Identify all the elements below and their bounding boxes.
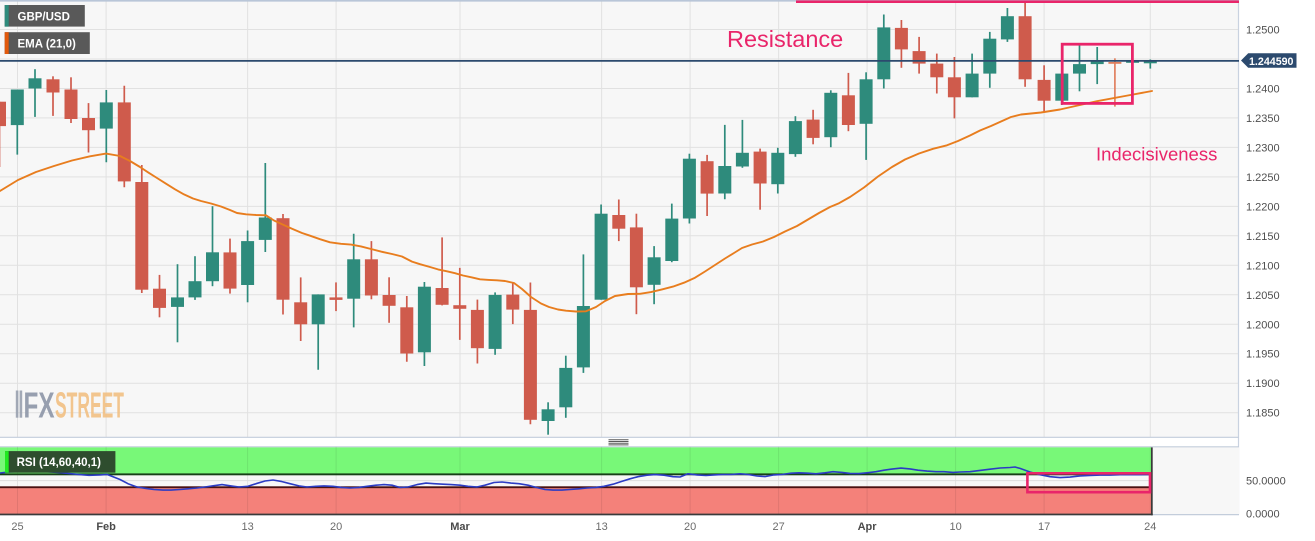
svg-text:24: 24	[1144, 521, 1156, 533]
svg-text:20: 20	[330, 521, 342, 533]
svg-text:20: 20	[684, 521, 696, 533]
svg-text:STREET: STREET	[55, 385, 124, 426]
svg-text:1.2100: 1.2100	[1246, 260, 1280, 272]
svg-text:1.1850: 1.1850	[1246, 408, 1280, 420]
svg-text:10: 10	[949, 521, 961, 533]
svg-text:1.2250: 1.2250	[1246, 172, 1280, 184]
svg-text:GBP/USD: GBP/USD	[18, 11, 70, 23]
svg-text:Feb: Feb	[96, 521, 116, 533]
svg-text:EMA (21,0): EMA (21,0)	[18, 39, 77, 51]
svg-text:1.2200: 1.2200	[1246, 201, 1280, 213]
svg-text:1.1950: 1.1950	[1246, 349, 1280, 361]
svg-text:13: 13	[241, 521, 253, 533]
svg-text:Indecisiveness: Indecisiveness	[1096, 144, 1217, 165]
svg-text:1.2400: 1.2400	[1246, 84, 1280, 96]
svg-text:RSI (14,60,40,1): RSI (14,60,40,1)	[17, 457, 102, 469]
svg-text:1.2350: 1.2350	[1246, 113, 1280, 125]
svg-text:FX: FX	[24, 385, 55, 426]
svg-text:1.244590: 1.244590	[1249, 56, 1294, 68]
svg-text:1.1900: 1.1900	[1246, 378, 1280, 390]
svg-text:0.0000: 0.0000	[1246, 509, 1280, 521]
svg-text:1.2500: 1.2500	[1246, 25, 1280, 37]
svg-text:1.2150: 1.2150	[1246, 231, 1280, 243]
svg-text:25: 25	[11, 521, 23, 533]
svg-text:1.2300: 1.2300	[1246, 142, 1280, 154]
svg-text:Apr: Apr	[858, 521, 878, 533]
svg-text:17: 17	[1038, 521, 1050, 533]
svg-text:Resistance: Resistance	[727, 26, 843, 52]
svg-text:50.0000: 50.0000	[1246, 476, 1286, 488]
svg-text:27: 27	[772, 521, 784, 533]
svg-text:1.2000: 1.2000	[1246, 319, 1280, 331]
svg-text:Mar: Mar	[450, 521, 470, 533]
svg-text:1.2050: 1.2050	[1246, 290, 1280, 302]
svg-text:13: 13	[595, 521, 607, 533]
